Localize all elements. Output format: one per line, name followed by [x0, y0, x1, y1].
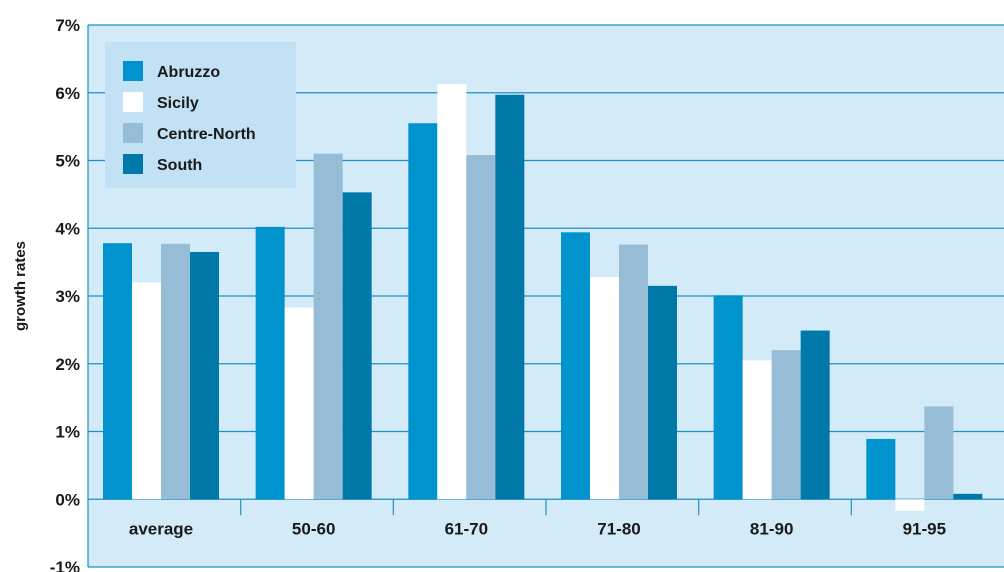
bar-south-71-80: [648, 285, 677, 500]
bar-abruzzo-average: [103, 243, 132, 500]
legend-label: Abruzzo: [157, 64, 220, 81]
y-tick-label: -1%: [50, 558, 80, 572]
bar-sicily-61-70: [437, 83, 467, 500]
y-tick-label: 2%: [55, 355, 80, 374]
bar-south-50-60: [342, 192, 372, 500]
bar-sicily-81-90: [742, 360, 772, 500]
bar-abruzzo-81-90: [713, 295, 743, 500]
x-tick-label: 91-95: [903, 519, 946, 538]
legend-swatch: [123, 123, 143, 143]
bar-centre-north-91-95: [924, 406, 954, 500]
axes: -1% 0% 1% 2% 3% 4% 5% 6% 7% average 50-60 61-70 71-8…: [50, 16, 946, 572]
y-tick-label: 6%: [55, 84, 80, 103]
bar-centre-north-50-60: [313, 153, 343, 500]
x-tick-label: 81-90: [750, 519, 793, 538]
bar-sicily-50-60: [284, 307, 314, 500]
y-tick-label: 7%: [55, 16, 80, 35]
bar-centre-north-61-70: [466, 155, 496, 500]
y-tick-label: 5%: [55, 152, 80, 171]
y-tick-label: 3%: [55, 287, 80, 306]
bar-abruzzo-71-80: [561, 232, 590, 500]
y-axis-title: growth rates: [12, 241, 29, 331]
bar-sicily-71-80: [590, 277, 619, 500]
x-tick-label: 71-80: [597, 519, 640, 538]
legend-swatch: [123, 92, 143, 112]
x-tick-label: 50-60: [292, 519, 335, 538]
legend-swatch: [123, 154, 143, 174]
legend-label: Sicily: [157, 95, 199, 112]
bar-south-91-95: [953, 493, 983, 500]
bar-south-81-90: [800, 330, 830, 500]
bar-south-average: [190, 251, 219, 500]
y-tick-label: 0%: [55, 490, 80, 509]
legend-swatch: [123, 61, 143, 81]
legend: Abruzzo Sicily Centre-North South: [105, 42, 296, 188]
x-tick-label: average: [129, 519, 193, 538]
bar-abruzzo-61-70: [408, 123, 438, 500]
bar-sicily-91-95: [895, 499, 925, 511]
bar-abruzzo-91-95: [866, 438, 896, 500]
bar-south-61-70: [495, 94, 525, 500]
bar-centre-north-average: [161, 243, 190, 500]
y-tick-label: 1%: [55, 423, 80, 442]
bar-sicily-average: [132, 282, 161, 500]
bar-abruzzo-50-60: [255, 226, 285, 500]
legend-label: South: [157, 157, 202, 174]
x-tick-label: 61-70: [445, 519, 488, 538]
legend-label: Centre-North: [157, 126, 256, 143]
bar-centre-north-71-80: [619, 244, 648, 500]
y-tick-label: 4%: [55, 219, 80, 238]
bars: [103, 83, 983, 511]
bar-centre-north-81-90: [771, 350, 801, 500]
